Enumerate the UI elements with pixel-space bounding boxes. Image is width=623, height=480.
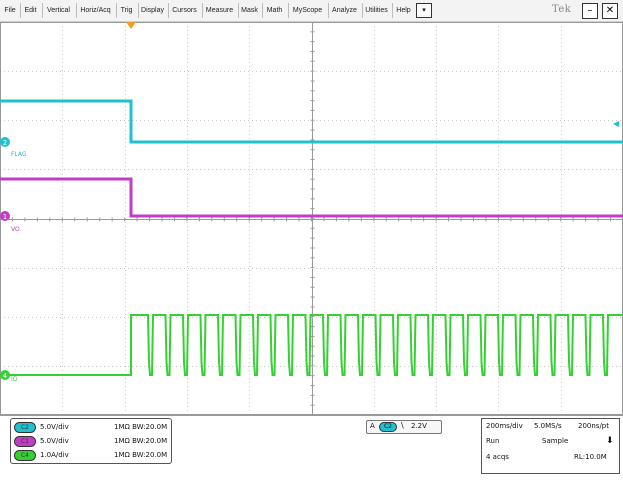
menu-bar: File Edit Vertical Horiz/Acq Trig Displa…: [0, 0, 623, 22]
ch2-label: FLAG: [11, 151, 27, 158]
ch1-marker[interactable]: 1: [0, 211, 10, 221]
acquisition-mode: Sample: [542, 437, 568, 445]
menu-trig[interactable]: Trig: [116, 3, 136, 18]
trigger-slope-icon: \: [401, 421, 404, 430]
menu-analyze[interactable]: Analyze: [328, 3, 360, 18]
trigger-readout[interactable]: A C2 \ 2.2V: [366, 420, 442, 434]
sample-rate: 5.0MS/s: [534, 422, 562, 430]
ch4-badge: C4: [14, 450, 36, 461]
ch4-marker-number: 4: [3, 372, 8, 380]
minimize-button[interactable]: –: [582, 3, 598, 19]
menu-file[interactable]: File: [2, 3, 18, 18]
menu-help[interactable]: Help: [392, 3, 414, 18]
ch1-scale: 5.0V/div: [40, 436, 69, 447]
menu-measure[interactable]: Measure: [202, 3, 236, 18]
menu-myscope[interactable]: MyScope: [288, 3, 326, 18]
menu-horiz-acq[interactable]: Horiz/Acq: [76, 3, 114, 18]
trigger-level-marker[interactable]: ◀: [613, 119, 620, 128]
menu-dropdown-button[interactable]: ▾: [416, 3, 432, 18]
ch4-marker[interactable]: 4: [0, 370, 10, 380]
ch1-badge: C1: [14, 436, 36, 447]
ch2-coupling: 1MΩ BW:20.0M: [114, 422, 167, 433]
ch4-coupling: 1MΩ BW:20.0M: [114, 450, 167, 461]
ch1-coupling: 1MΩ BW:20.0M: [114, 436, 167, 447]
menu-display[interactable]: Display: [138, 3, 166, 18]
ch4-scale: 1.0A/div: [40, 450, 69, 461]
timebase: 200ms/div: [486, 422, 523, 430]
ch1-label: VO: [11, 226, 20, 233]
menu-edit[interactable]: Edit: [20, 3, 40, 18]
tek-logo: Tek: [552, 4, 571, 15]
single-sequence-icon[interactable]: ⬇: [606, 436, 614, 446]
ch1-marker-number: 1: [3, 213, 7, 221]
acquisition-panel[interactable]: 200ms/div 5.0MS/s 200ns/pt Run Sample ⬇ …: [481, 418, 620, 474]
run-state: Run: [486, 437, 499, 445]
record-length: RL:10.0M: [574, 453, 607, 461]
trigger-mode: A: [370, 422, 375, 430]
acquisition-count: 4 acqs: [486, 453, 509, 461]
menu-utilities[interactable]: Utilities: [362, 3, 390, 18]
resolution: 200ns/pt: [578, 422, 609, 430]
waveform-display[interactable]: ◀ 2 FLAG 1 VO 4 IO: [0, 22, 623, 415]
ch2-marker[interactable]: 2: [0, 137, 10, 147]
ch4-label: IO: [11, 376, 18, 383]
ch2-scale: 5.0V/div: [40, 422, 69, 433]
menu-cursors[interactable]: Cursors: [168, 3, 200, 18]
menu-vertical[interactable]: Vertical: [42, 3, 74, 18]
ch2-badge: C2: [14, 422, 36, 433]
menu-math[interactable]: Math: [262, 3, 286, 18]
trigger-source-badge: C2: [379, 422, 397, 432]
channel-settings-panel: C2 5.0V/div 1MΩ BW:20.0M C1 5.0V/div 1MΩ…: [10, 418, 172, 464]
ch2-marker-number: 2: [3, 139, 7, 147]
close-button[interactable]: ✕: [602, 3, 618, 19]
menu-mask[interactable]: Mask: [238, 3, 260, 18]
trigger-level: 2.2V: [411, 422, 427, 430]
